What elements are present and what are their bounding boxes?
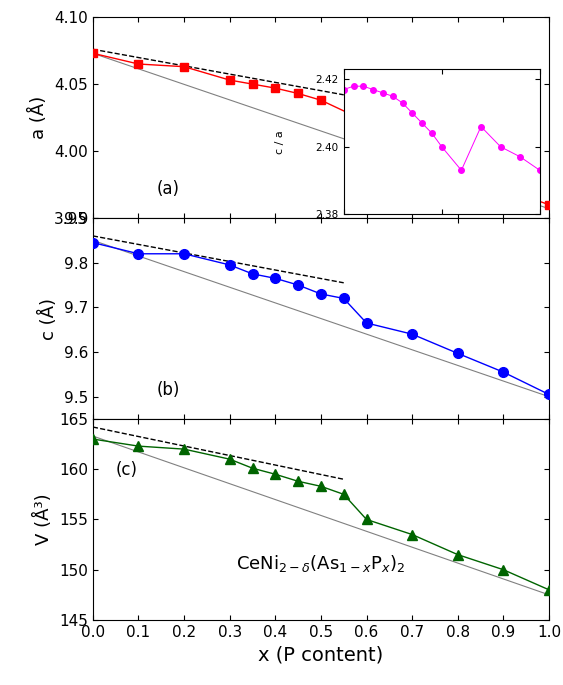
Y-axis label: c (Å): c (Å) (39, 297, 58, 340)
Text: CeNi$_{2-\delta}$(As$_{1-x}$P$_x$)$_2$: CeNi$_{2-\delta}$(As$_{1-x}$P$_x$)$_2$ (236, 553, 405, 574)
Text: (c): (c) (116, 461, 138, 480)
X-axis label: x (P content): x (P content) (258, 645, 383, 664)
Text: (a): (a) (157, 180, 180, 198)
Y-axis label: V (Å³): V (Å³) (34, 494, 53, 545)
Text: (b): (b) (157, 381, 180, 399)
Y-axis label: a (Å): a (Å) (29, 96, 48, 139)
